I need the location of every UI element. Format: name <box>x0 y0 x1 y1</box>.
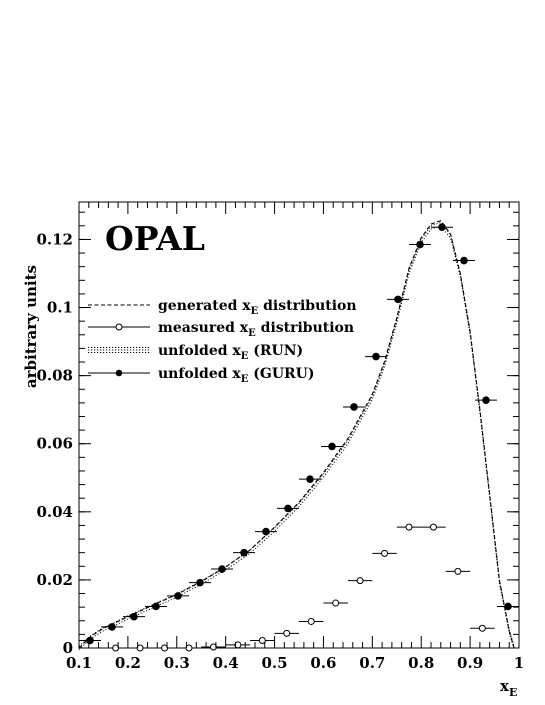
guru-point <box>460 256 468 265</box>
measured-point <box>332 599 340 607</box>
guru-point <box>394 295 402 304</box>
generated-curve <box>78 220 515 649</box>
legend-entry: generated xE distribution <box>158 298 357 317</box>
measured-point <box>209 643 217 651</box>
guru-point <box>372 352 380 361</box>
x-tick-label: 0.3 <box>164 654 190 672</box>
y-tick-label: 0.08 <box>36 367 73 385</box>
measured-point <box>258 637 266 645</box>
legend: generated xE distribution measured xE dis… <box>88 298 357 385</box>
guru-point <box>218 565 226 573</box>
y-tick-label: 0.04 <box>36 503 73 521</box>
measured-point <box>478 624 486 632</box>
measured-point <box>454 567 462 575</box>
x-tick-label: 0.5 <box>262 654 288 672</box>
opal-label: OPAL <box>105 219 205 258</box>
guru-point <box>482 396 490 404</box>
measured-point <box>405 523 413 531</box>
y-tick-label: 0.02 <box>36 571 73 589</box>
guru-point <box>152 602 160 611</box>
guru-point <box>86 636 94 645</box>
measured-point <box>136 644 144 652</box>
legend-swatch-measured-marker <box>115 323 123 331</box>
x-tick-label: 0.2 <box>115 654 141 672</box>
axes-layer: 0.1 0.2 0.3 0.4 0.5 0.6 0.7 0.8 0.9 1 0 0.02 0.04 0.0… <box>36 202 524 672</box>
run-band-lower <box>78 225 515 650</box>
x-tick-label: 1 <box>514 654 524 672</box>
guru-point <box>306 475 314 483</box>
y-tick-label: 0.1 <box>47 299 73 317</box>
guru-point <box>240 548 248 557</box>
guru-point <box>130 612 138 621</box>
guru-point <box>196 578 204 587</box>
guru-point <box>174 592 182 600</box>
guru-point <box>284 504 292 513</box>
measured-point <box>283 629 291 637</box>
legend-swatch-guru-marker <box>115 369 123 377</box>
x-tick-label: 0.8 <box>408 654 434 672</box>
legend-entry: unfolded xE (GURU) <box>158 366 315 385</box>
series-layer <box>78 220 519 652</box>
measured-point <box>161 644 169 652</box>
guru-point <box>328 442 336 451</box>
guru-point <box>350 403 358 411</box>
measured-point <box>307 617 315 625</box>
x-tick-label: 0.1 <box>66 654 92 672</box>
guru-point <box>438 223 446 231</box>
measured-point <box>381 549 389 557</box>
guru-point <box>416 240 424 249</box>
legend-entry: measured xE distribution <box>158 320 354 339</box>
measured-point <box>234 641 242 649</box>
x-tick-label: 0.7 <box>359 654 385 672</box>
guru-point <box>262 527 270 536</box>
x-axis-title: xE <box>500 677 517 699</box>
measured-point <box>112 644 120 652</box>
run-band-upper <box>78 221 515 647</box>
y-tick-label: 0 <box>63 639 73 657</box>
y-tick-label: 0.12 <box>36 230 73 248</box>
plot-border <box>78 201 520 649</box>
measured-point <box>185 644 193 652</box>
y-tick-label: 0.06 <box>36 435 73 453</box>
measured-point <box>429 523 437 531</box>
x-tick-label: 0.4 <box>213 654 239 672</box>
measured-point <box>356 577 364 585</box>
y-axis-title: arbitrary units <box>22 265 40 388</box>
legend-entry: unfolded xE (RUN) <box>158 343 303 362</box>
plot-frame <box>78 201 520 649</box>
guru-point <box>504 602 512 611</box>
x-tick-label: 0.6 <box>310 654 336 672</box>
guru-point <box>108 623 116 631</box>
x-tick-label: 0.9 <box>457 654 483 672</box>
